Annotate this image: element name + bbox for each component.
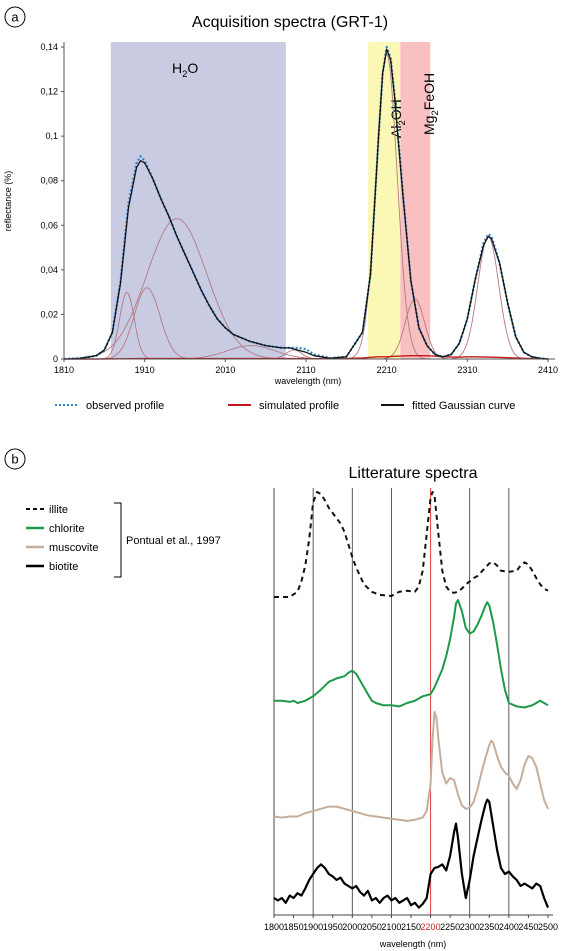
b-x-axis-label: wavelength (nm) bbox=[379, 939, 447, 949]
b-x-tick-label: 2150 bbox=[401, 922, 421, 932]
y-tick-labels: 0 0,02 0,04 0,06 0,08 0,1 0,12 0,14 bbox=[40, 42, 64, 364]
chart-a-title: Acquisition spectra (GRT-1) bbox=[192, 14, 388, 31]
series-fitted-gaussian bbox=[63, 48, 549, 360]
chart-a-legend: observed profile simulated profile fitte… bbox=[55, 400, 515, 412]
band-aloh bbox=[368, 42, 401, 359]
b-x-tick-label: 2500 bbox=[538, 922, 558, 932]
x-tick-label: 1810 bbox=[54, 365, 74, 375]
b-x-tick-label: 1900 bbox=[303, 922, 323, 932]
b-x-tick-label: 1850 bbox=[284, 922, 304, 932]
legend-illite-label: illite bbox=[49, 504, 68, 516]
panel-a-label: a bbox=[11, 10, 19, 25]
x-tick-label: 1910 bbox=[135, 365, 155, 375]
b-x-tick-label: 2000 bbox=[342, 922, 362, 932]
band-h2o bbox=[110, 42, 286, 359]
panel-b-label: b bbox=[11, 452, 18, 467]
legend-muscovite-label: muscovite bbox=[49, 542, 99, 554]
band-mgfeoh-label: Mg2FeOH bbox=[421, 73, 441, 135]
b-x-tick-label: 2400 bbox=[499, 922, 519, 932]
series-chlorite bbox=[274, 599, 549, 709]
legend-fitted-label: fitted Gaussian curve bbox=[412, 400, 515, 412]
b-x-tick-label: 2450 bbox=[518, 922, 538, 932]
chart-b-legend: illite chlorite muscovite biotite Pontua… bbox=[26, 502, 221, 578]
y-tick-label: 0,04 bbox=[40, 265, 58, 275]
series-muscovite bbox=[273, 711, 549, 822]
literature-series bbox=[273, 491, 550, 909]
b-x-tick-label: 2300 bbox=[460, 922, 480, 932]
x-tick-label: 2010 bbox=[215, 365, 235, 375]
band-h2o-label: H2O bbox=[172, 60, 198, 80]
panel-a-badge bbox=[4, 6, 26, 28]
x-tick-label: 2210 bbox=[377, 365, 397, 375]
b-x-tick-label: 2200 bbox=[421, 922, 441, 932]
legend-biotite-label: biotite bbox=[49, 561, 78, 573]
b-x-tick-label: 1800 bbox=[264, 922, 284, 932]
y-tick-label: 0,06 bbox=[40, 220, 58, 230]
chart-b-title: Litterature spectra bbox=[349, 465, 478, 482]
panel-b: b Litterature spectra 1800 1850 1900 1950 20… bbox=[4, 448, 558, 949]
b-x-tick-labels: 1800 1850 1900 1950 2000 2050 2100 2150 2200 2250… bbox=[264, 915, 558, 932]
legend-observed-label: observed profile bbox=[86, 400, 164, 412]
x-tick-label: 2410 bbox=[538, 365, 558, 375]
y-tick-label: 0,02 bbox=[40, 309, 58, 319]
x-tick-labels: 1810 1910 2010 2110 2210 2310 2410 bbox=[54, 359, 558, 375]
b-x-tick-label: 2350 bbox=[479, 922, 499, 932]
b-x-tick-label: 2250 bbox=[440, 922, 460, 932]
y-tick-label: 0,1 bbox=[45, 131, 58, 141]
legend-chlorite-label: chlorite bbox=[49, 523, 84, 535]
b-x-tick-label: 2100 bbox=[381, 922, 401, 932]
legend-simulated-label: simulated profile bbox=[259, 400, 339, 412]
b-x-tick-label: 1950 bbox=[323, 922, 343, 932]
x-tick-label: 2110 bbox=[296, 365, 315, 375]
y-tick-label: 0,12 bbox=[40, 87, 58, 97]
x-tick-label: 2310 bbox=[457, 365, 477, 375]
b-x-tick-label: 2050 bbox=[362, 922, 382, 932]
y-tick-label: 0,08 bbox=[40, 176, 58, 186]
y-tick-label: 0,14 bbox=[40, 42, 58, 52]
series-illite bbox=[274, 491, 549, 598]
legend-reference: Pontual et al., 1997 bbox=[126, 535, 221, 547]
legend-bracket bbox=[114, 502, 122, 578]
panel-a: a Acquisition spectra (GRT-1) H2OAl2OHMg… bbox=[3, 6, 558, 412]
panel-b-badge bbox=[4, 448, 26, 470]
y-tick-label: 0 bbox=[53, 354, 58, 364]
series-biotite bbox=[273, 798, 550, 909]
y-axis-label: reflectance (%) bbox=[3, 171, 13, 232]
x-axis-label: wavelength (nm) bbox=[274, 376, 342, 386]
